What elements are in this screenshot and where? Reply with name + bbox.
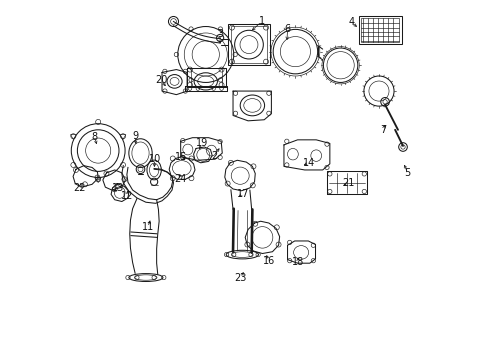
Text: 12: 12 xyxy=(121,191,133,201)
Text: 9: 9 xyxy=(132,131,138,141)
Text: 21: 21 xyxy=(342,178,354,188)
Text: 23: 23 xyxy=(234,273,246,283)
Text: 15: 15 xyxy=(174,152,186,162)
Text: 16: 16 xyxy=(262,256,274,266)
Bar xyxy=(361,18,399,41)
Text: 13: 13 xyxy=(112,183,124,193)
Text: 17: 17 xyxy=(236,189,248,199)
Text: 14: 14 xyxy=(302,158,315,168)
Text: 3: 3 xyxy=(217,29,223,39)
Bar xyxy=(359,16,401,44)
Text: 18: 18 xyxy=(291,257,304,267)
Text: 4: 4 xyxy=(347,17,354,27)
Bar xyxy=(230,26,267,63)
Text: 2: 2 xyxy=(210,150,217,161)
Text: 7: 7 xyxy=(380,125,386,135)
Text: 24: 24 xyxy=(174,174,186,184)
Text: 11: 11 xyxy=(141,222,154,232)
Text: 8: 8 xyxy=(91,132,98,142)
Bar xyxy=(228,24,269,65)
Text: 5: 5 xyxy=(404,168,410,178)
Text: 1: 1 xyxy=(258,17,264,27)
Text: 22: 22 xyxy=(73,183,85,193)
Text: 10: 10 xyxy=(148,154,161,164)
Text: 6: 6 xyxy=(284,24,290,35)
Text: 19: 19 xyxy=(196,139,208,148)
Text: 20: 20 xyxy=(155,75,167,85)
